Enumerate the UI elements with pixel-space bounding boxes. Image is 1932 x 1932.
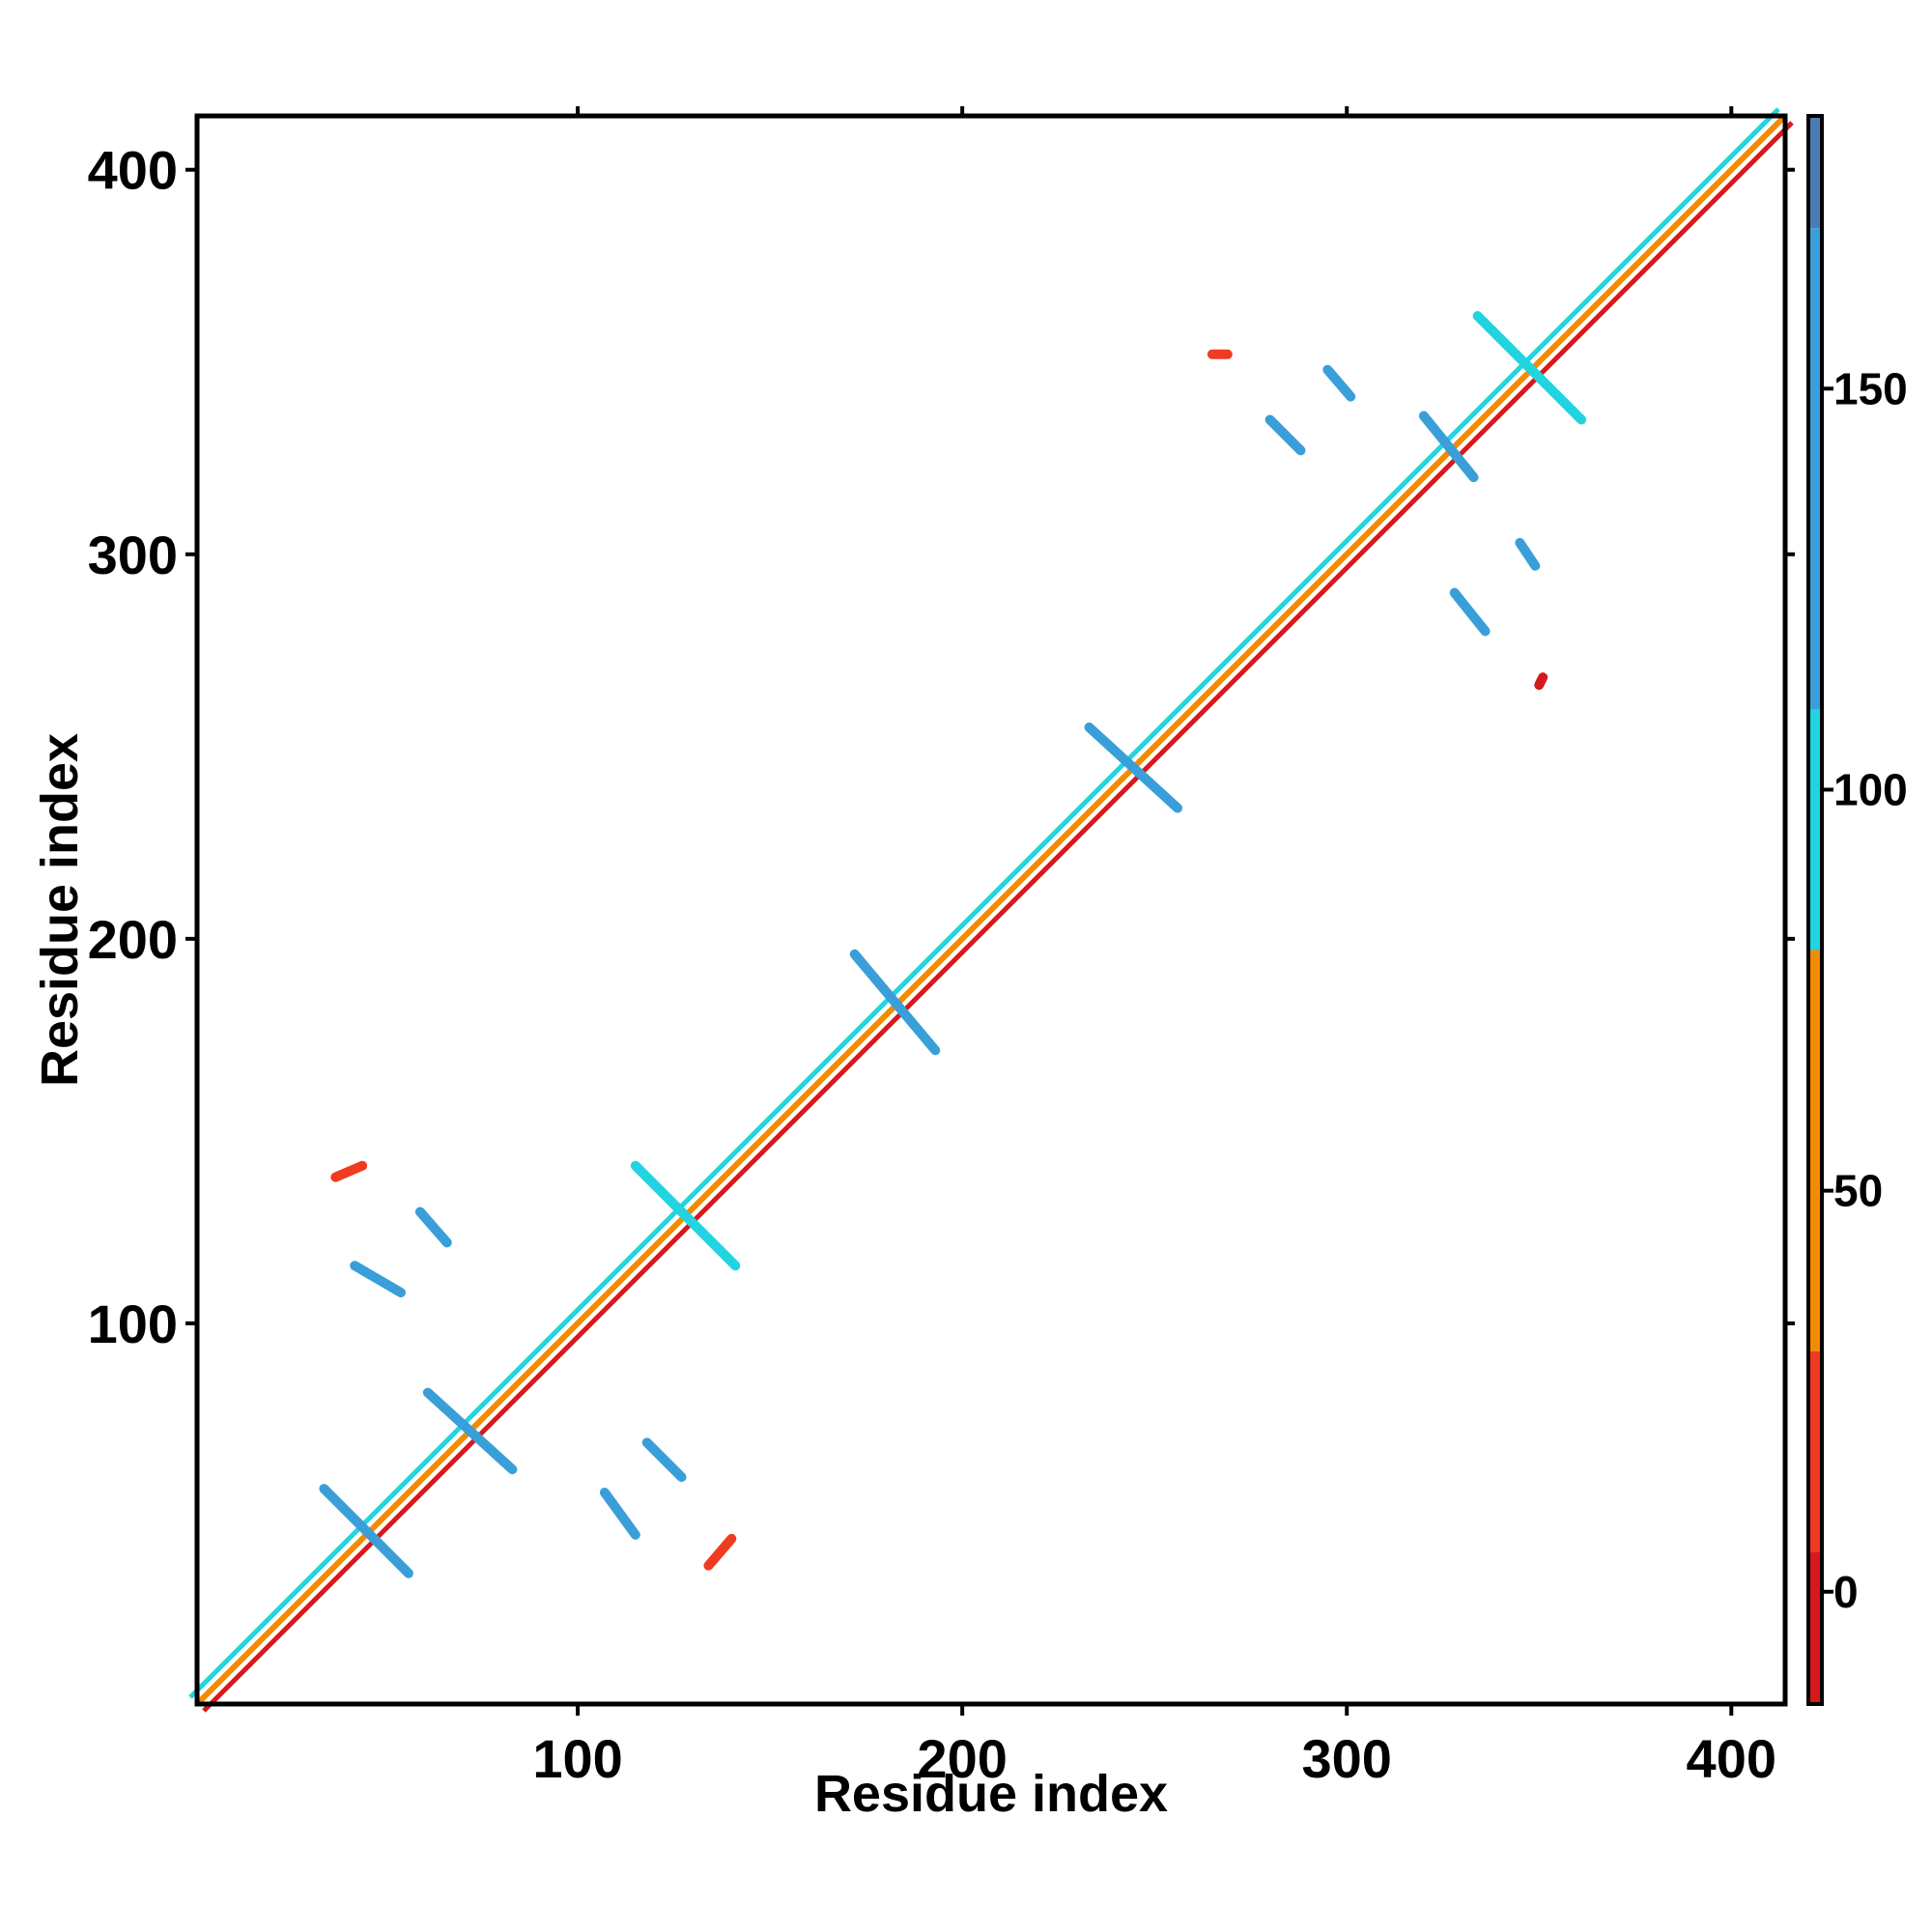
contact-feature bbox=[1534, 672, 1548, 691]
plot-area bbox=[188, 107, 1794, 1713]
contact-feature bbox=[414, 1207, 452, 1248]
diagonal-band bbox=[188, 107, 1794, 1713]
x-tick-label: 100 bbox=[532, 1728, 622, 1789]
x-axis-title: Residue index bbox=[814, 1765, 1168, 1823]
contact-feature bbox=[599, 1488, 640, 1540]
colorbar-band bbox=[1808, 228, 1822, 710]
y-tick-label: 200 bbox=[88, 909, 178, 970]
colorbar-tick-label: 0 bbox=[1833, 1567, 1859, 1617]
colorbar-tick-label: 50 bbox=[1833, 1166, 1883, 1216]
contact-feature bbox=[319, 1484, 413, 1578]
colorbar: 0 50 100 150 bbox=[1806, 114, 1908, 1706]
x-tick-label: 400 bbox=[1687, 1728, 1776, 1789]
contact-feature bbox=[330, 1160, 368, 1182]
colorbar-tick-label: 150 bbox=[1833, 363, 1908, 413]
colorbar-ticks: 0 50 100 150 bbox=[1822, 363, 1908, 1617]
y-tick-label: 400 bbox=[88, 140, 178, 201]
diagonal-stripe bbox=[202, 121, 1794, 1713]
x-tick-label: 300 bbox=[1301, 1728, 1391, 1789]
contact-feature bbox=[1264, 414, 1306, 456]
contact-feature bbox=[1472, 310, 1587, 425]
colorbar-band bbox=[1808, 950, 1822, 1351]
contact-feature bbox=[350, 1261, 406, 1298]
contact-feature bbox=[1449, 587, 1491, 637]
contact-feature bbox=[422, 1387, 518, 1475]
contact-feature bbox=[849, 949, 941, 1056]
colorbar-bands bbox=[1808, 116, 1822, 1704]
plot-frame bbox=[194, 113, 1788, 1707]
y-tick-label: 100 bbox=[88, 1293, 178, 1354]
contact-feature bbox=[1084, 722, 1183, 813]
diagonal-stripe bbox=[194, 113, 1788, 1707]
contact-feature bbox=[1418, 411, 1479, 483]
colorbar-band bbox=[1808, 709, 1822, 951]
contact-feature bbox=[1322, 364, 1356, 402]
contact-feature bbox=[1515, 537, 1541, 571]
contact-features bbox=[319, 310, 1587, 1578]
colorbar-frame bbox=[1806, 114, 1824, 1706]
contact-feature bbox=[630, 1160, 741, 1271]
colorbar-band bbox=[1808, 1350, 1822, 1552]
y-axis-title: Residue index bbox=[31, 733, 89, 1087]
colorbar-band bbox=[1808, 1551, 1822, 1704]
diagonal-stripe bbox=[188, 107, 1780, 1699]
x-tick-label: 200 bbox=[917, 1728, 1007, 1789]
colorbar-band bbox=[1808, 116, 1822, 229]
y-tick-label: 300 bbox=[88, 525, 178, 585]
contact-feature bbox=[703, 1533, 737, 1571]
contact-feature bbox=[641, 1437, 687, 1483]
colorbar-tick-label: 100 bbox=[1833, 764, 1908, 814]
axis-ticks: 100 200 300 400 100 200 300 400 bbox=[88, 106, 1795, 1789]
